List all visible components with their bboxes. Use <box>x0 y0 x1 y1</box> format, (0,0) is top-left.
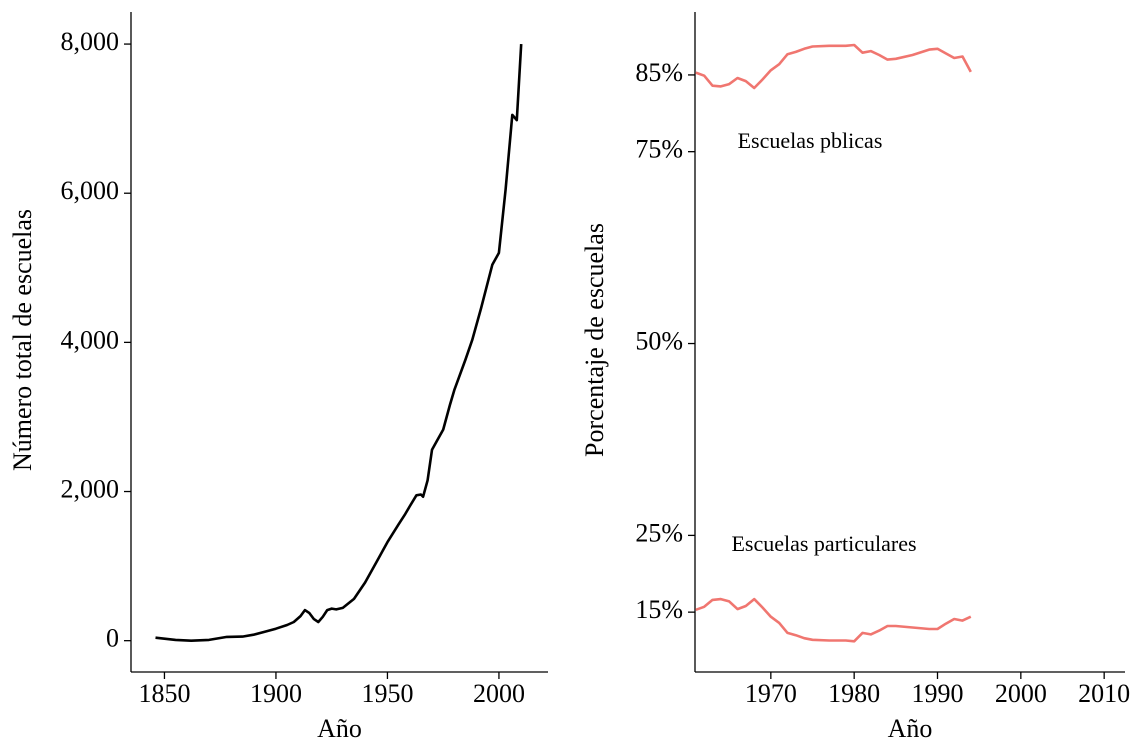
x-tick-label: 1950 <box>361 679 413 708</box>
x-tick-label: 2000 <box>473 679 525 708</box>
x-axis-label: Año <box>888 714 933 743</box>
y-tick-label: 0 <box>106 624 119 653</box>
line <box>695 43 972 90</box>
y-tick-label: 50% <box>635 327 683 356</box>
y-tick-label: 15% <box>635 595 683 624</box>
line <box>695 597 972 643</box>
y-axis-label: Número total de escuelas <box>8 209 37 471</box>
y-tick-label: 4,000 <box>61 325 120 354</box>
x-tick-label: 2000 <box>995 679 1047 708</box>
series-label: Escuelas pblicas <box>738 128 883 153</box>
x-axis-label: Año <box>317 714 362 743</box>
x-tick-label: 1900 <box>250 679 302 708</box>
x-tick-label: 2010 <box>1078 679 1130 708</box>
y-tick-label: 75% <box>635 135 683 164</box>
y-tick-label: 85% <box>635 58 683 87</box>
y-tick-label: 25% <box>635 518 683 547</box>
y-axis-label: Porcentaje de escuelas <box>580 223 609 457</box>
y-tick-label: 2,000 <box>61 474 120 503</box>
y-tick-label: 6,000 <box>61 176 120 205</box>
y-tick-label: 8,000 <box>61 27 120 56</box>
x-tick-label: 1970 <box>745 679 797 708</box>
x-tick-label: 1850 <box>138 679 190 708</box>
series-label: Escuelas particulares <box>731 531 916 556</box>
x-tick-label: 1980 <box>828 679 880 708</box>
x-tick-label: 1990 <box>912 679 964 708</box>
line <box>155 44 523 642</box>
